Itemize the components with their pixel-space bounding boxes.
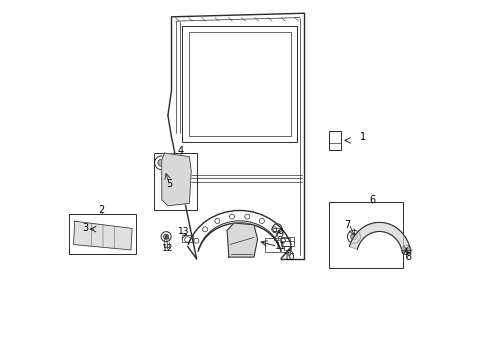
Bar: [182, 235, 193, 242]
Bar: [329, 131, 341, 150]
Bar: [189, 32, 291, 136]
Bar: [182, 26, 297, 142]
Text: 11: 11: [275, 242, 287, 251]
Text: 1: 1: [360, 132, 367, 142]
Bar: [69, 214, 136, 253]
Bar: [265, 238, 290, 252]
Text: 2: 2: [98, 206, 105, 216]
Text: 3: 3: [82, 223, 89, 233]
Text: 5: 5: [167, 179, 173, 189]
Text: 12: 12: [162, 244, 173, 253]
Text: 13: 13: [178, 228, 190, 237]
Text: 4: 4: [177, 146, 184, 156]
Polygon shape: [74, 221, 132, 250]
Text: 6: 6: [369, 195, 375, 205]
Polygon shape: [162, 153, 191, 206]
Polygon shape: [227, 223, 258, 257]
Circle shape: [164, 234, 169, 239]
Text: 7: 7: [344, 220, 350, 230]
Bar: [284, 246, 291, 250]
Bar: [153, 153, 196, 211]
Text: 9: 9: [278, 229, 284, 239]
Circle shape: [83, 226, 90, 233]
Bar: [281, 237, 294, 246]
Text: 8: 8: [405, 252, 411, 262]
Circle shape: [158, 159, 165, 166]
Text: 10: 10: [284, 253, 295, 262]
Polygon shape: [349, 222, 411, 253]
Circle shape: [351, 234, 357, 240]
Circle shape: [404, 247, 409, 252]
Bar: [329, 202, 403, 268]
Circle shape: [85, 227, 88, 231]
